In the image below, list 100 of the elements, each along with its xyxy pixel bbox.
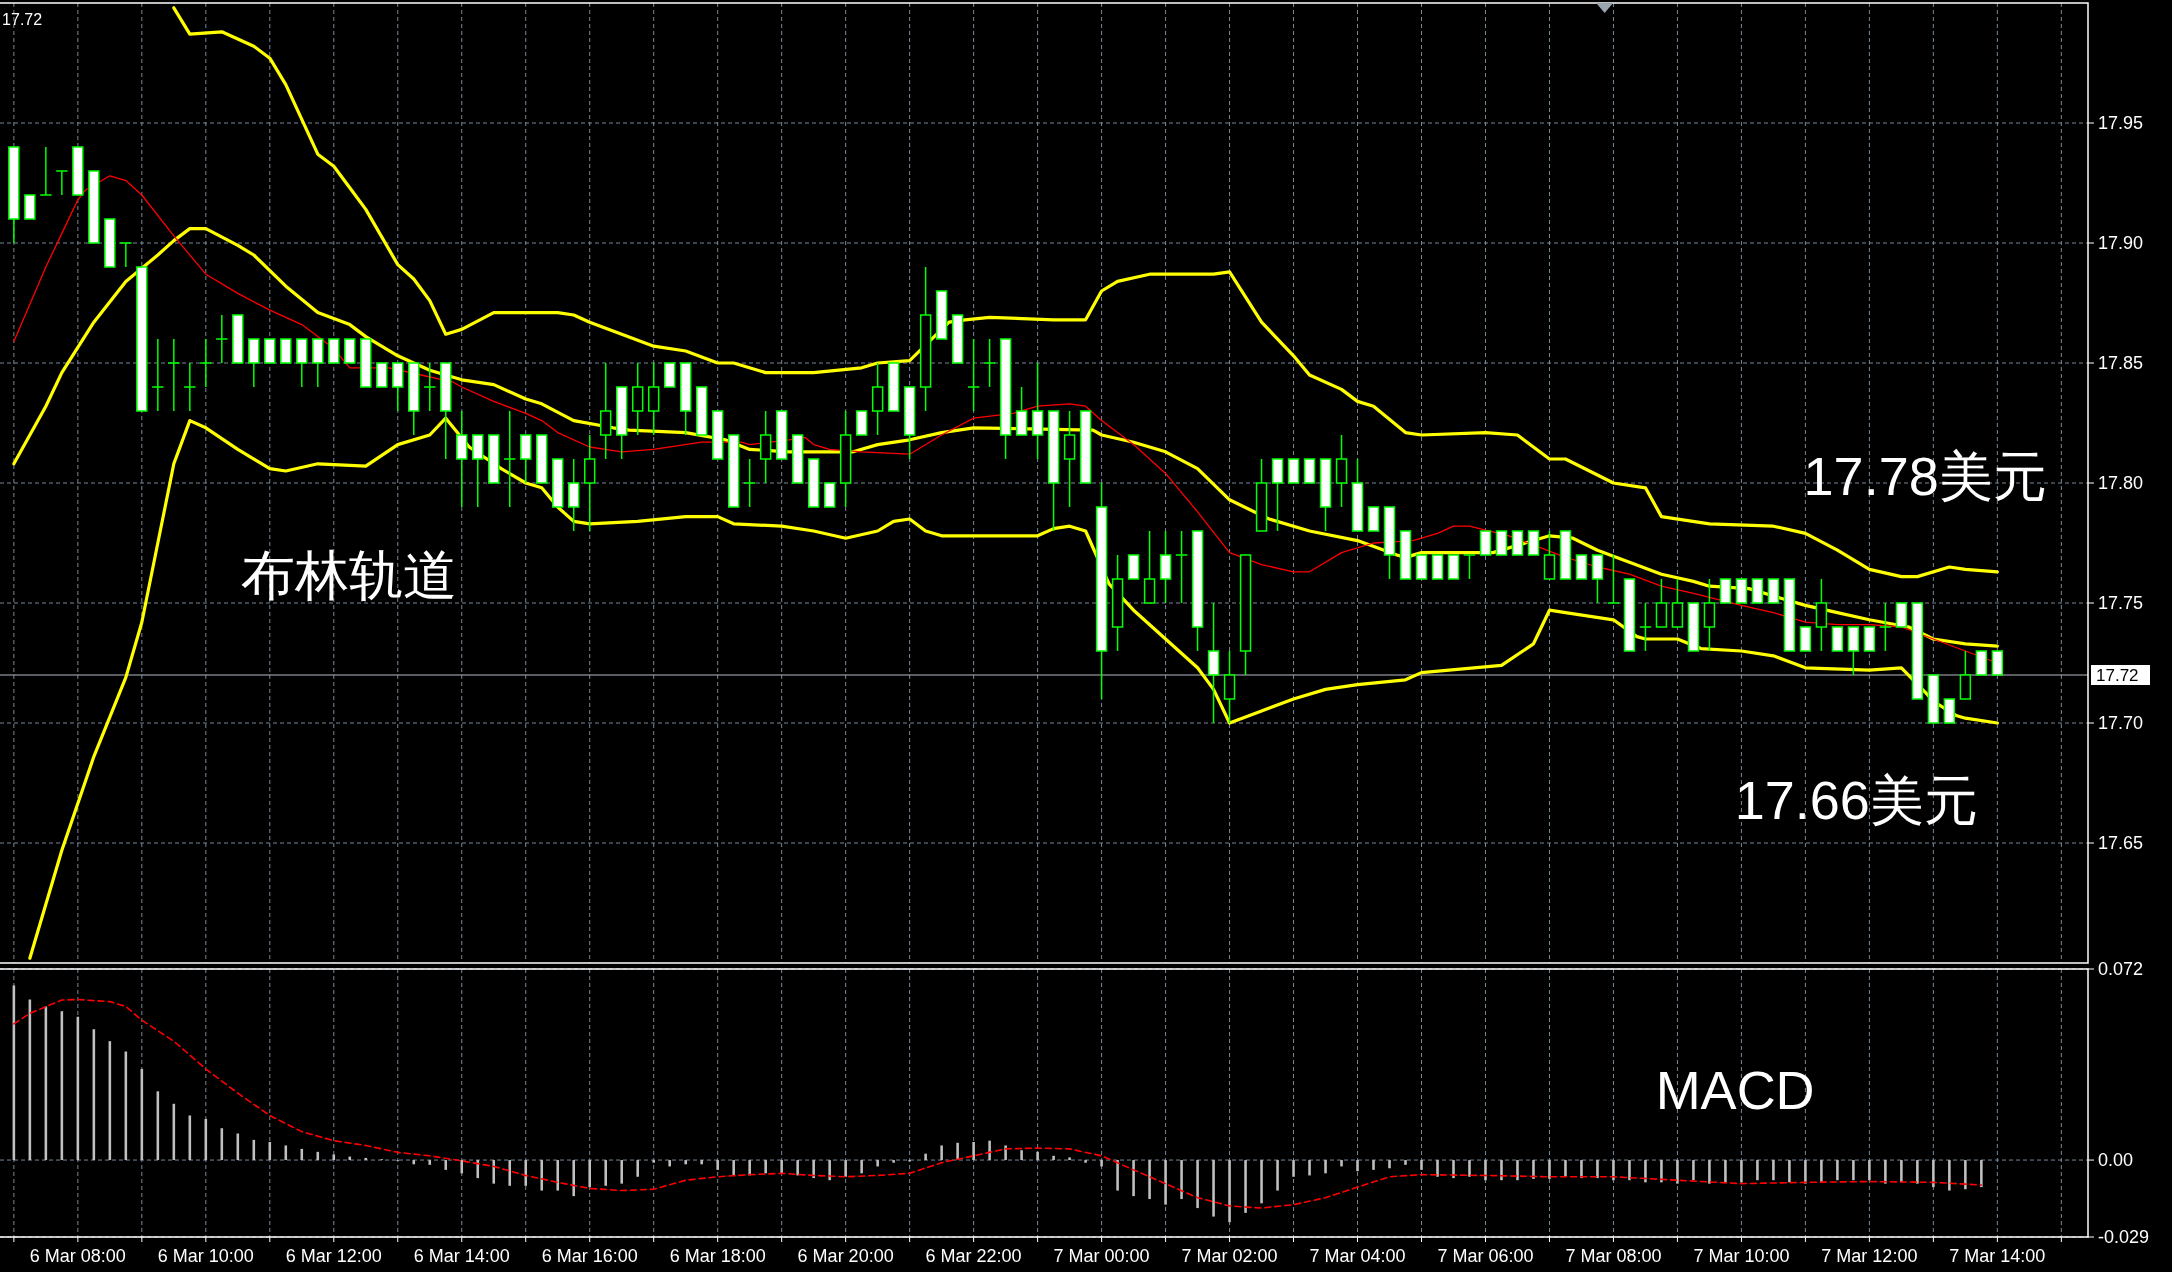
candlestick xyxy=(120,242,132,268)
candlestick xyxy=(1767,578,1780,604)
candlestick xyxy=(1735,578,1748,604)
candlestick xyxy=(1495,530,1508,556)
candlestick xyxy=(1511,530,1524,556)
candlestick xyxy=(424,362,436,412)
y-tick-label: 17.95 xyxy=(2098,113,2144,134)
bar xyxy=(428,1160,432,1165)
bar xyxy=(1980,1160,1983,1188)
annotation: 17.66美元 xyxy=(1734,769,1978,830)
candlestick xyxy=(1639,602,1652,652)
bar xyxy=(1324,1160,1327,1174)
bar xyxy=(1276,1160,1279,1191)
candlestick xyxy=(1943,698,1956,724)
candlestick xyxy=(983,338,996,388)
bar xyxy=(1196,1160,1199,1209)
annotation: MACD xyxy=(1655,1059,1815,1120)
x-tick-label: 6 Mar 16:00 xyxy=(541,1246,638,1267)
bar xyxy=(1548,1160,1551,1179)
candlestick xyxy=(855,410,868,436)
bar xyxy=(940,1145,943,1161)
bar xyxy=(1692,1160,1695,1181)
candlestick xyxy=(1575,554,1588,580)
bar xyxy=(828,1160,831,1181)
candlestick xyxy=(1591,554,1604,604)
candlestick xyxy=(168,338,180,412)
bar xyxy=(668,1160,671,1167)
candlestick xyxy=(823,482,836,508)
bar xyxy=(508,1160,512,1186)
candlestick xyxy=(1207,602,1220,724)
candlestick xyxy=(1831,626,1844,652)
bar xyxy=(1372,1160,1375,1170)
bar xyxy=(636,1160,639,1177)
bar xyxy=(1836,1160,1839,1181)
bar xyxy=(1100,1160,1103,1167)
bar xyxy=(812,1160,815,1179)
candlestick xyxy=(1175,530,1188,604)
candlestick xyxy=(200,338,212,388)
x-tick-label: 6 Mar 10:00 xyxy=(157,1246,254,1267)
bar xyxy=(492,1160,496,1184)
bar xyxy=(1756,1160,1759,1181)
bar xyxy=(1068,1157,1071,1161)
bar xyxy=(1740,1160,1743,1183)
bar xyxy=(1292,1160,1295,1177)
bar xyxy=(1180,1160,1183,1200)
ref-line-label: 17.72 xyxy=(2096,665,2139,685)
bar xyxy=(1500,1160,1503,1181)
bar xyxy=(364,1157,368,1161)
bar xyxy=(700,1160,703,1165)
x-tick-label: 6 Mar 20:00 xyxy=(797,1246,894,1267)
bar xyxy=(1308,1160,1311,1176)
candlestick xyxy=(600,362,612,460)
bar xyxy=(604,1160,607,1186)
bar xyxy=(748,1160,751,1176)
candlestick xyxy=(1431,554,1444,580)
candlestick xyxy=(1959,650,1972,700)
candlestick xyxy=(1863,626,1876,652)
y-tick-label: -0.029 xyxy=(2098,1227,2150,1248)
candlestick xyxy=(1303,458,1316,484)
bar xyxy=(1644,1160,1647,1183)
candlestick xyxy=(1991,650,2004,676)
candlestick xyxy=(1799,626,1812,652)
bar xyxy=(1004,1145,1007,1161)
bar xyxy=(1164,1160,1167,1205)
bar xyxy=(1708,1160,1711,1184)
bar xyxy=(444,1160,448,1170)
candlestick xyxy=(152,338,164,412)
candlestick xyxy=(296,338,308,388)
bar xyxy=(1564,1160,1567,1177)
bar xyxy=(1148,1160,1151,1200)
candlestick xyxy=(520,434,532,484)
candlestick xyxy=(1015,386,1028,436)
candlestick xyxy=(1895,602,1908,628)
candlestick xyxy=(1847,626,1860,676)
candlestick xyxy=(1335,434,1348,508)
x-tick-label: 6 Mar 12:00 xyxy=(285,1246,382,1267)
candlestick xyxy=(216,314,228,364)
bar xyxy=(860,1160,863,1174)
y-tick-label: 0.00 xyxy=(2098,1150,2134,1171)
candlestick xyxy=(632,362,644,436)
bar xyxy=(1916,1160,1919,1184)
bar xyxy=(1804,1160,1807,1184)
bar xyxy=(348,1156,352,1161)
candlestick xyxy=(1367,506,1380,532)
candlestick xyxy=(264,338,276,364)
bar xyxy=(1132,1160,1135,1197)
bar xyxy=(684,1160,687,1165)
bar xyxy=(556,1160,559,1191)
x-tick-label: 7 Mar 04:00 xyxy=(1309,1246,1406,1267)
bar xyxy=(972,1142,975,1161)
bar xyxy=(652,1160,655,1163)
bar xyxy=(1612,1160,1615,1181)
bar xyxy=(988,1140,991,1161)
bar xyxy=(1724,1160,1727,1183)
candlestick xyxy=(1271,458,1284,532)
candlestick xyxy=(1815,578,1828,652)
candlestick xyxy=(1415,554,1428,580)
bar xyxy=(572,1160,575,1197)
bar xyxy=(1596,1160,1599,1179)
x-tick-label: 6 Mar 22:00 xyxy=(925,1246,1022,1267)
